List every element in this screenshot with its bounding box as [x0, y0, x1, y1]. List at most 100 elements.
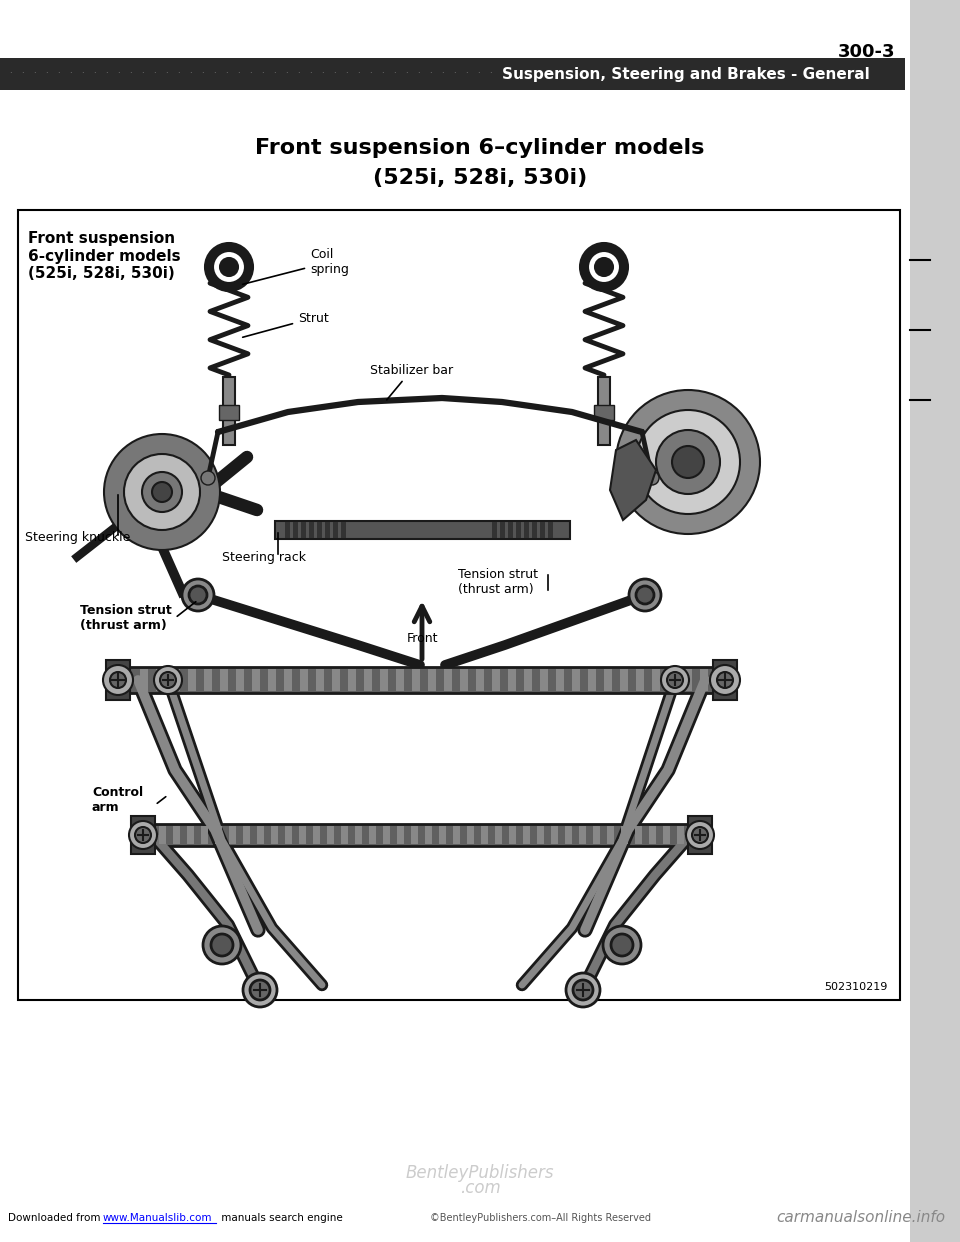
Circle shape: [203, 927, 241, 964]
Text: ·: ·: [261, 70, 263, 78]
Bar: [516, 522, 521, 538]
Circle shape: [129, 821, 157, 850]
Bar: [548, 522, 553, 538]
Circle shape: [595, 258, 613, 276]
Text: Tension strut
(thrust arm): Tension strut (thrust arm): [458, 568, 538, 596]
Text: Steering rack: Steering rack: [222, 551, 306, 565]
Text: (525i, 528i, 530i): (525i, 528i, 530i): [372, 168, 588, 188]
Bar: [223, 378, 235, 445]
Circle shape: [152, 482, 172, 502]
Bar: [444, 669, 452, 691]
Circle shape: [213, 251, 245, 283]
Bar: [275, 520, 570, 539]
Circle shape: [243, 972, 277, 1007]
Bar: [0, 58, 905, 89]
Text: carmanualsonline.info: carmanualsonline.info: [776, 1211, 945, 1226]
Bar: [159, 826, 166, 845]
Text: ·: ·: [237, 70, 239, 78]
Bar: [509, 826, 516, 845]
Bar: [500, 522, 505, 538]
Text: ·: ·: [297, 70, 300, 78]
Polygon shape: [610, 440, 656, 520]
Bar: [677, 826, 684, 845]
Circle shape: [588, 251, 620, 283]
Text: ·: ·: [321, 70, 324, 78]
Text: ·: ·: [405, 70, 407, 78]
Bar: [652, 669, 660, 691]
Bar: [309, 522, 314, 538]
Circle shape: [636, 586, 654, 604]
Bar: [636, 669, 644, 691]
Bar: [140, 669, 148, 691]
Bar: [188, 669, 196, 691]
Bar: [243, 826, 250, 845]
Bar: [215, 826, 222, 845]
Bar: [700, 669, 708, 691]
Text: ·: ·: [117, 70, 119, 78]
Circle shape: [629, 579, 661, 611]
Bar: [635, 826, 642, 845]
Bar: [380, 669, 388, 691]
Bar: [172, 669, 180, 691]
Bar: [476, 669, 484, 691]
Text: Suspension, Steering and Brakes - General: Suspension, Steering and Brakes - Genera…: [502, 67, 870, 82]
Circle shape: [645, 471, 659, 484]
Text: ·: ·: [33, 70, 36, 78]
Bar: [572, 669, 580, 691]
Text: ·: ·: [345, 70, 348, 78]
Circle shape: [220, 258, 238, 276]
Bar: [481, 826, 488, 845]
Circle shape: [603, 927, 641, 964]
Bar: [598, 378, 610, 445]
Bar: [325, 522, 330, 538]
Bar: [607, 826, 614, 845]
Bar: [220, 669, 228, 691]
Text: ©BentleyPublishers.com–All Rights Reserved: ©BentleyPublishers.com–All Rights Reserv…: [430, 1213, 651, 1223]
Bar: [439, 826, 446, 845]
Bar: [551, 826, 558, 845]
Bar: [18, 210, 900, 1000]
Bar: [620, 669, 628, 691]
Bar: [348, 669, 356, 691]
Text: ·: ·: [69, 70, 71, 78]
Text: ·: ·: [21, 70, 23, 78]
Bar: [268, 669, 276, 691]
Bar: [524, 669, 532, 691]
Bar: [668, 669, 676, 691]
Circle shape: [154, 666, 182, 694]
Bar: [621, 826, 628, 845]
Bar: [156, 669, 164, 691]
Bar: [301, 522, 306, 538]
Circle shape: [636, 410, 740, 514]
Text: manuals search engine: manuals search engine: [218, 1213, 343, 1223]
Circle shape: [104, 433, 220, 550]
Bar: [355, 826, 362, 845]
Text: ·: ·: [393, 70, 396, 78]
Text: ·: ·: [417, 70, 420, 78]
Circle shape: [717, 672, 733, 688]
Bar: [508, 522, 513, 538]
Circle shape: [189, 586, 207, 604]
Bar: [396, 669, 404, 691]
Text: ·: ·: [357, 70, 359, 78]
Circle shape: [692, 827, 708, 843]
Bar: [411, 826, 418, 845]
Text: ·: ·: [273, 70, 276, 78]
Text: ·: ·: [381, 70, 383, 78]
Bar: [537, 826, 544, 845]
Bar: [341, 522, 346, 538]
Circle shape: [103, 664, 133, 696]
Text: 300-3: 300-3: [837, 43, 895, 61]
Circle shape: [580, 243, 628, 291]
Text: ·: ·: [201, 70, 204, 78]
Circle shape: [250, 980, 270, 1000]
Text: ·: ·: [189, 70, 191, 78]
Bar: [594, 405, 614, 420]
Text: ·: ·: [129, 70, 132, 78]
Bar: [364, 669, 372, 691]
Bar: [332, 669, 340, 691]
Text: Front suspension: Front suspension: [28, 231, 175, 246]
Bar: [713, 660, 737, 700]
Text: www.Manualslib.com: www.Manualslib.com: [103, 1213, 212, 1223]
Bar: [556, 669, 564, 691]
